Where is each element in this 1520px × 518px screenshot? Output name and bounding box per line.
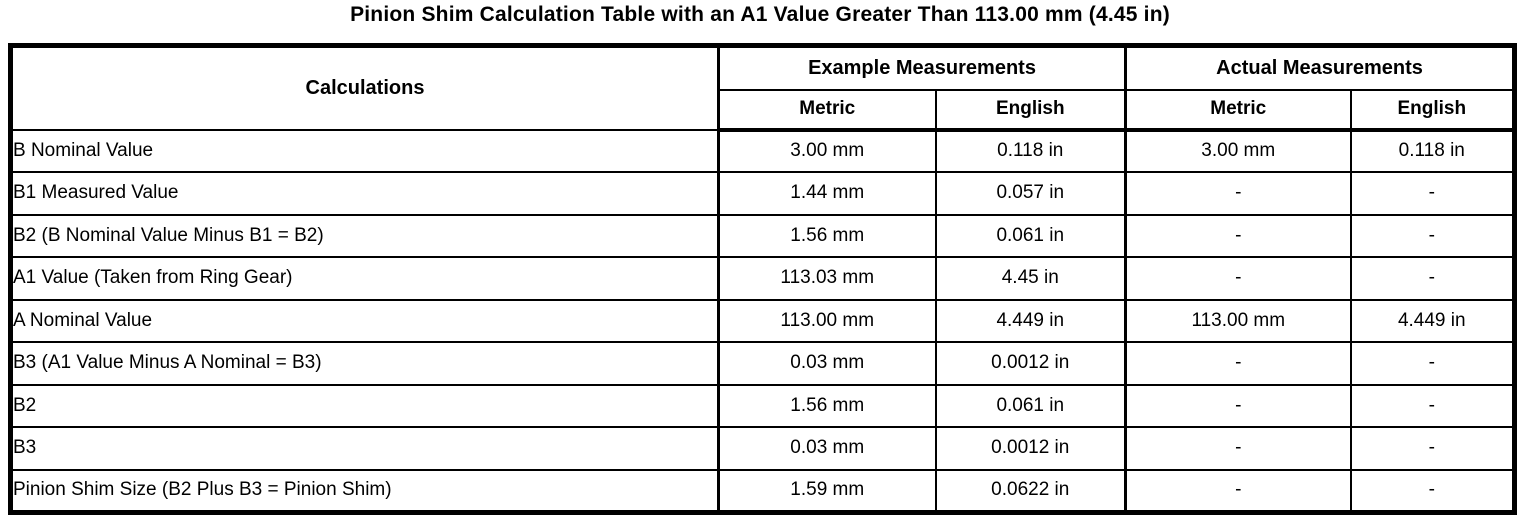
actual-english-cell: - (1349, 256, 1516, 301)
actual-metric-cell: - (1124, 383, 1352, 428)
example-english-cell: 0.118 in (934, 128, 1127, 173)
actual-metric-cell: - (1124, 341, 1352, 386)
example-english-cell: 0.061 in (934, 383, 1127, 428)
actual-metric-cell: 3.00 mm (1124, 128, 1352, 173)
example-english-cell: 0.061 in (934, 213, 1127, 258)
example-english-cell: 0.0012 in (934, 341, 1127, 386)
example-metric-cell: 1.56 mm (717, 213, 937, 258)
table-body: B Nominal Value 3.00 mm 0.118 in 3.00 mm… (9, 128, 1516, 513)
calculation-label-cell: A1 Value (Taken from Ring Gear) (9, 256, 720, 301)
actual-metric-cell: - (1124, 468, 1352, 513)
page-title: Pinion Shim Calculation Table with an A1… (350, 3, 1170, 26)
actual-english-cell: 4.449 in (1349, 298, 1516, 343)
example-metric-cell: 0.03 mm (717, 341, 937, 386)
example-english-cell: 0.0012 in (934, 426, 1127, 471)
table-row: B2 (B Nominal Value Minus B1 = B2) 1.56 … (9, 213, 1516, 258)
example-metric-cell: 1.56 mm (717, 383, 937, 428)
column-group-example-measurements: Example Measurements (716, 44, 1127, 91)
example-metric-cell: 113.00 mm (717, 298, 937, 343)
calculation-label-cell: Pinion Shim Size (B2 Plus B3 = Pinion Sh… (9, 468, 720, 513)
column-group-actual-measurements: Actual Measurements (1124, 44, 1516, 91)
actual-english-cell: - (1349, 468, 1516, 513)
table-row: B2 1.56 mm 0.061 in - - (9, 383, 1516, 428)
example-english-cell: 4.449 in (934, 298, 1127, 343)
example-english-cell: 0.057 in (934, 171, 1127, 216)
actual-english-cell: - (1349, 341, 1516, 386)
calculation-label-cell: B Nominal Value (9, 128, 720, 173)
actual-metric-cell: 113.00 mm (1124, 298, 1352, 343)
pinion-shim-table: Calculations Example Measurements Actual… (8, 43, 1518, 515)
actual-english-cell: - (1349, 383, 1516, 428)
table-row: Pinion Shim Size (B2 Plus B3 = Pinion Sh… (9, 468, 1516, 513)
table-row: A Nominal Value 113.00 mm 4.449 in 113.0… (9, 298, 1516, 343)
actual-metric-cell: - (1124, 426, 1352, 471)
example-metric-cell: 113.03 mm (717, 256, 937, 301)
example-metric-cell: 0.03 mm (717, 426, 937, 471)
header-group-row: Calculations Example Measurements Actual… (9, 44, 1516, 131)
table-row: B Nominal Value 3.00 mm 0.118 in 3.00 mm… (9, 128, 1516, 173)
calculation-label-cell: B3 (9, 426, 720, 471)
example-english-cell: 4.45 in (934, 256, 1127, 301)
actual-english-cell: - (1349, 426, 1516, 471)
actual-english-cell: - (1349, 213, 1516, 258)
calculation-label-cell: A Nominal Value (9, 298, 720, 343)
example-metric-cell: 3.00 mm (717, 128, 937, 173)
example-metric-cell: 1.59 mm (717, 468, 937, 513)
column-header-actual-english: English (1349, 88, 1516, 132)
column-header-example-metric: Metric (717, 88, 937, 132)
actual-english-cell: - (1349, 171, 1516, 216)
calculation-label-cell: B2 (9, 383, 720, 428)
actual-metric-cell: - (1124, 256, 1352, 301)
example-metric-cell: 1.44 mm (717, 171, 937, 216)
column-header-actual-metric: Metric (1124, 88, 1352, 132)
actual-english-cell: 0.118 in (1349, 128, 1516, 173)
table-row: A1 Value (Taken from Ring Gear) 113.03 m… (9, 256, 1516, 301)
actual-metric-cell: - (1124, 171, 1352, 216)
table-header: Calculations Example Measurements Actual… (9, 44, 1516, 132)
column-header-example-english: English (934, 88, 1127, 132)
actual-metric-cell: - (1124, 213, 1352, 258)
calculation-label-cell: B2 (B Nominal Value Minus B1 = B2) (9, 213, 720, 258)
table-row: B3 0.03 mm 0.0012 in - - (9, 426, 1516, 471)
calculation-label-cell: B1 Measured Value (9, 171, 720, 216)
column-header-calculations: Calculations (9, 44, 720, 131)
header-subhead-row: Metric English Metric English (11, 88, 1516, 132)
table-row: B3 (A1 Value Minus A Nominal = B3) 0.03 … (9, 341, 1516, 386)
table-row: B1 Measured Value 1.44 mm 0.057 in - - (9, 171, 1516, 216)
calculation-label-cell: B3 (A1 Value Minus A Nominal = B3) (9, 341, 720, 386)
example-english-cell: 0.0622 in (934, 468, 1127, 513)
